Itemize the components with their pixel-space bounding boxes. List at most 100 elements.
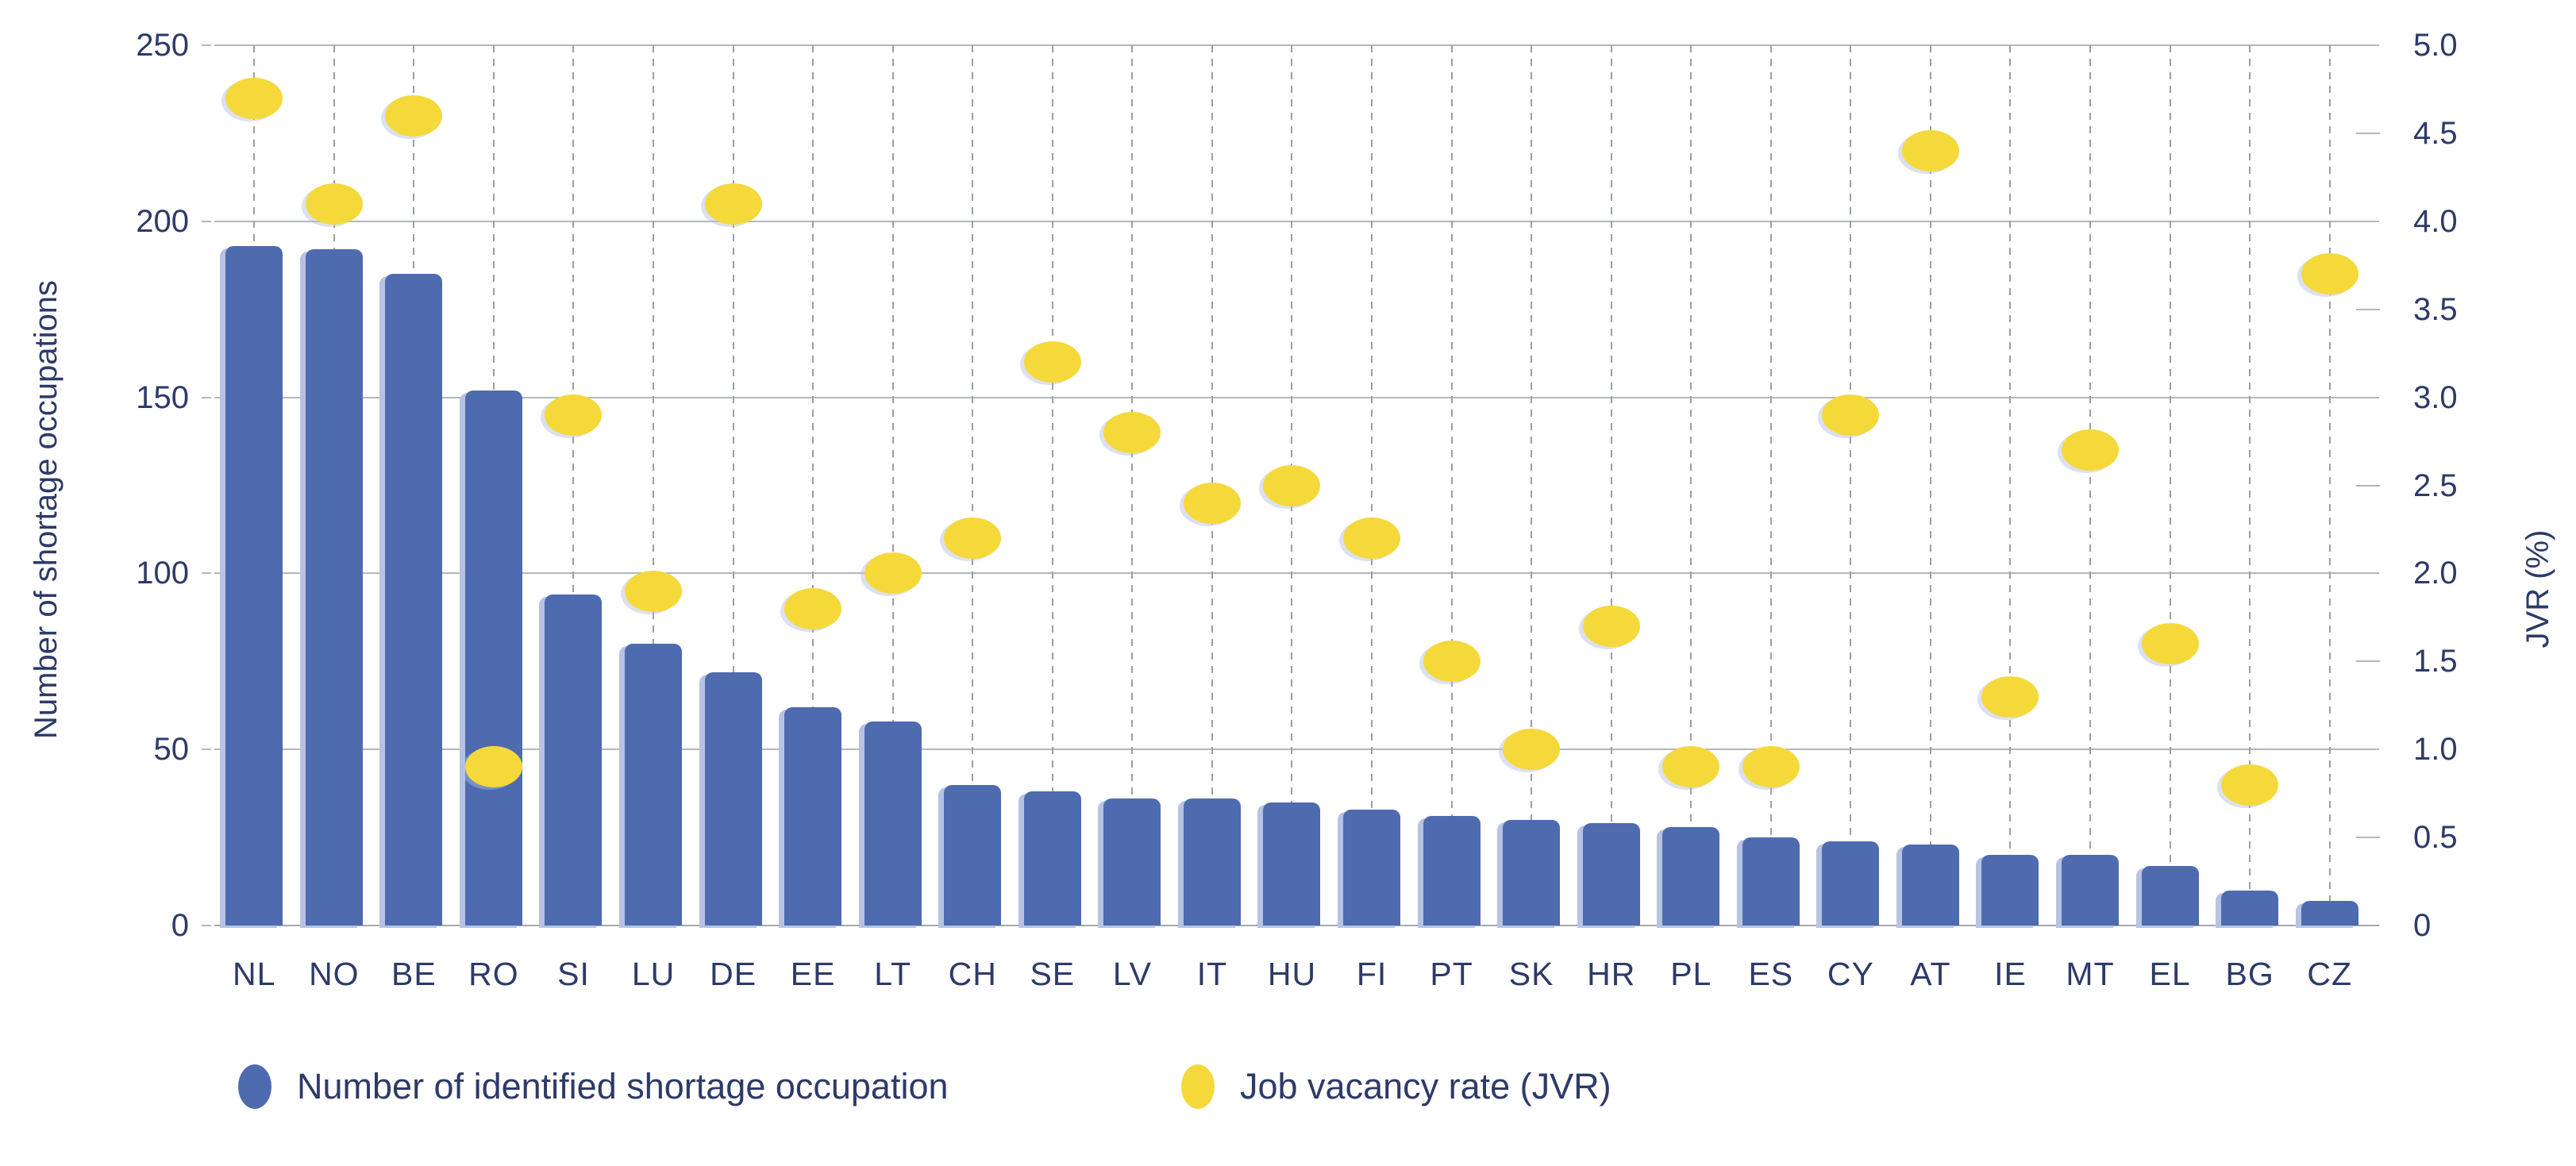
x-axis-label-LV: LV [1112,956,1152,992]
dot-CZ [2301,253,2358,295]
bar-FI [1343,809,1401,925]
bar-DE [704,672,762,925]
dot-HU [1263,464,1321,506]
guide-line-EL [2169,45,2171,925]
right-axis-tick-label-3.5: 3.5 [2413,291,2458,327]
dot-NO [305,183,363,225]
bar-AT [1901,844,1959,925]
bar-LV [1103,798,1161,925]
legend-item-dots: Job vacancy rate (JVR) [1181,1060,1611,1113]
dot-HR [1582,605,1640,647]
column-CY: CY [1811,45,1891,992]
dot-series-swatch [1181,1064,1215,1109]
left-axis-tick-100 [202,572,211,575]
right-axis-tick-label-0: 0 [2413,908,2432,943]
column-AT: AT [1891,45,1971,992]
x-axis-label-LU: LU [631,956,676,992]
guide-line-SE [1051,45,1053,925]
bar-SI [545,595,603,925]
guide-line-BG [2249,45,2251,925]
x-axis-label-ES: ES [1748,956,1794,992]
column-LV: LV [1092,45,1172,992]
right-axis-minor-tick-4.5 [2356,132,2380,134]
x-axis-label-CH: CH [948,956,997,992]
column-CZ: CZ [2289,45,2370,992]
guide-line-EE [812,45,814,925]
dot-IE [1981,675,2039,718]
x-axis-label-FI: FI [1356,956,1388,992]
bar-CY [1822,841,1880,925]
gridline-150 [214,396,2379,398]
dot-SI [545,394,603,436]
dot-EE [784,587,842,629]
bar-RO [464,390,522,925]
guide-line-SK [1531,45,1533,925]
bar-SK [1503,819,1561,925]
guide-line-CH [972,45,974,925]
guide-line-IE [2009,45,2012,925]
dot-PL [1662,746,1720,788]
column-SE: SE [1013,45,1093,992]
dot-BE [385,94,443,137]
right-axis-minor-tick-2.5 [2356,484,2380,487]
column-EL: EL [2130,45,2210,992]
dot-LT [864,552,922,595]
left-axis-tick-250 [202,44,211,46]
right-axis-minor-tick-3.5 [2356,308,2380,310]
x-axis-label-SI: SI [557,956,590,992]
column-RO: RO [454,45,534,992]
x-axis-label-EL: EL [2149,956,2191,992]
dot-PT [1423,641,1481,683]
column-IE: IE [1970,45,2050,992]
bar-LU [625,644,683,925]
right-axis-tick-label-1.5: 1.5 [2413,644,2458,679]
column-ES: ES [1731,45,1812,992]
gridline-100 [214,572,2379,575]
dot-EL [2141,623,2199,665]
column-DE: DE [693,45,773,992]
bar-CZ [2301,900,2358,925]
dot-RO [464,746,522,788]
guide-line-LU [653,45,655,925]
left-axis-tick-label-0: 0 [171,908,189,943]
column-BG: BG [2210,45,2290,992]
x-axis-label-MT: MT [2066,956,2115,992]
column-IT: IT [1172,45,1253,992]
bar-series-label: Number of identified shortage occupation [297,1066,949,1106]
dot-LU [625,570,683,612]
dot-SE [1023,341,1081,383]
bar-LT [864,721,922,925]
x-axis-label-BE: BE [391,956,437,992]
right-axis-tick-label-2.0: 2.0 [2413,556,2458,591]
legend-item-bars: Number of identified shortage occupation [238,1060,949,1113]
x-axis-label-CZ: CZ [2307,956,2353,992]
bar-NL [225,245,283,925]
guide-line-LV [1131,45,1134,925]
guide-line-CZ [2328,45,2331,925]
dot-LV [1103,411,1161,453]
dot-SK [1503,729,1561,771]
gridline-250 [214,44,2379,46]
x-axis-label-IT: IT [1196,956,1228,992]
left-axis-tick-label-200: 200 [136,203,189,239]
column-NL: NL [214,45,295,992]
dot-CH [944,518,1002,560]
dot-BG [2221,764,2279,806]
x-axis-label-HR: HR [1587,956,1636,992]
x-axis-label-HU: HU [1267,956,1317,992]
bar-PT [1423,816,1481,925]
right-axis-tick-label-0.5: 0.5 [2413,820,2458,856]
bar-EE [784,706,842,925]
column-FI: FI [1332,45,1412,992]
bar-HU [1263,802,1321,925]
x-axis-label-IE: IE [1994,956,2027,992]
column-MT: MT [2050,45,2131,992]
guide-line-AT [1929,45,1931,925]
guide-line-HR [1610,45,1612,925]
bar-EL [2141,865,2199,925]
left-axis-tick-50 [202,748,211,751]
right-axis-minor-tick-1.5 [2356,660,2380,663]
dot-NL [225,77,283,119]
guide-line-SI [572,45,575,925]
